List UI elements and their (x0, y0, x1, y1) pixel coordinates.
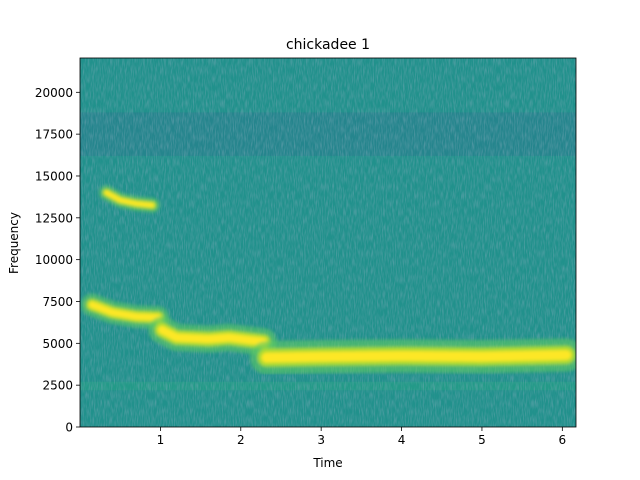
y-axis-label: Frequency (7, 212, 21, 274)
x-tick-label: 5 (478, 433, 486, 447)
x-tick-label: 4 (398, 433, 406, 447)
trace-stroke (261, 349, 572, 363)
y-tick-label: 10000 (35, 253, 73, 267)
vocalization-traces (80, 185, 576, 375)
trace-stroke (88, 301, 162, 321)
trace-tone-1 (80, 293, 170, 329)
trace-harmonic (98, 185, 160, 213)
y-tick-label: 17500 (35, 128, 73, 142)
trace-stroke (104, 190, 155, 208)
x-tick-label: 3 (317, 433, 325, 447)
trace-tone-2 (148, 316, 277, 356)
x-axis-label: Time (312, 456, 342, 470)
y-tick-label: 0 (65, 421, 73, 435)
y-axis: 0 2500 5000 7500 10000 12500 15000 17500 20000 (35, 86, 80, 435)
y-tick-label: 2500 (42, 379, 73, 393)
x-tick-label: 6 (559, 433, 567, 447)
y-tick-label: 15000 (35, 169, 73, 183)
y-tick-label: 20000 (35, 86, 73, 100)
x-tick-label: 2 (237, 433, 245, 447)
trace-tone-3 (249, 338, 576, 375)
y-tick-label: 7500 (42, 295, 73, 309)
y-tick-label: 5000 (42, 337, 73, 351)
y-tick-label: 12500 (35, 211, 73, 225)
chart-title: chickadee 1 (286, 37, 370, 53)
x-tick-label: 1 (157, 433, 165, 447)
plot-frame (79, 57, 577, 428)
plot-area (80, 58, 576, 427)
trace-stroke (157, 325, 268, 346)
x-axis: 1 2 3 4 5 6 (157, 427, 567, 447)
